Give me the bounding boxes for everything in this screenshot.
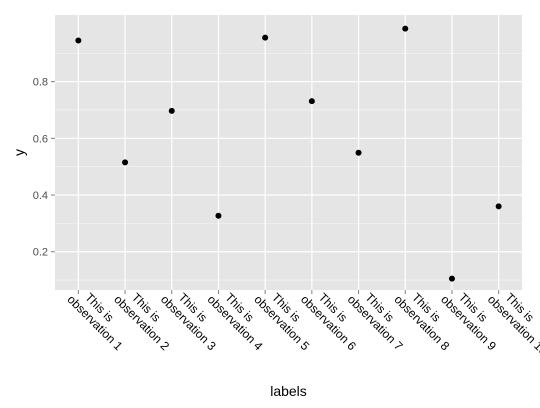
y-axis-title: y — [11, 149, 27, 156]
data-point — [75, 37, 82, 44]
data-point — [355, 149, 362, 156]
grid-major — [55, 15, 522, 290]
grid-minor — [55, 52, 522, 281]
data-points — [75, 25, 502, 282]
data-point — [308, 98, 315, 105]
data-point — [402, 25, 409, 32]
data-point — [495, 203, 502, 210]
y-tick-label: 0.2 — [33, 247, 48, 259]
data-point — [122, 159, 129, 166]
data-point — [168, 107, 175, 114]
y-tick-label: 0.8 — [33, 77, 48, 89]
y-axis: 0.2 0.4 0.6 0.8 — [33, 77, 55, 259]
y-tick-label: 0.4 — [33, 190, 48, 202]
y-tick-label: 0.6 — [33, 133, 48, 145]
x-axis-title: labels — [270, 383, 307, 399]
data-point — [262, 34, 269, 41]
plot-panel — [55, 15, 522, 290]
data-point — [448, 275, 455, 282]
x-axis: This isobservation 1 This isobservation 2… — [65, 290, 540, 358]
data-point — [215, 212, 222, 219]
